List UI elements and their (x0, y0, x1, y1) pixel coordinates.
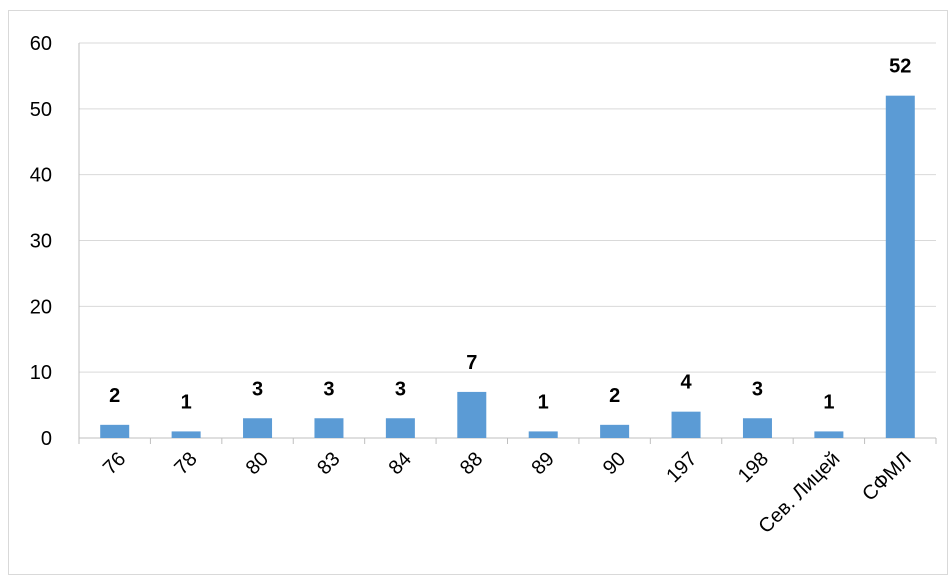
data-label: 1 (181, 391, 192, 413)
x-tick-label: 78 (170, 448, 201, 479)
data-label: 3 (752, 378, 763, 400)
x-tick-label: 197 (662, 448, 701, 487)
data-label: 4 (680, 372, 692, 394)
axes (78, 43, 937, 444)
y-tick-label: 50 (30, 99, 52, 121)
x-tick-label: 89 (527, 448, 558, 479)
x-tick-label: 84 (385, 448, 416, 479)
data-label: 1 (538, 391, 549, 413)
bar (457, 391, 487, 438)
data-label: 1 (823, 391, 834, 413)
data-labels: 2 1 3 3 3 7 1 2 4 3 1 52 (109, 56, 911, 414)
bar (100, 424, 130, 438)
data-label: 7 (466, 352, 477, 374)
y-tick-label: 0 (41, 428, 52, 450)
bar (814, 431, 844, 438)
chart-frame (8, 10, 948, 575)
y-tick-label: 40 (30, 165, 52, 187)
x-tick-label: СФМЛ (858, 448, 916, 506)
bar (314, 418, 344, 438)
x-tick-label: 88 (456, 448, 487, 479)
data-label: 52 (889, 56, 911, 78)
x-tick-label: 80 (242, 448, 273, 479)
bar (671, 411, 701, 438)
bar (742, 418, 772, 438)
data-label: 2 (609, 385, 620, 407)
data-label: 3 (323, 378, 334, 400)
bar (600, 424, 630, 438)
bar (528, 431, 558, 438)
y-tick-label: 30 (30, 231, 52, 253)
data-label: 3 (395, 378, 406, 400)
x-tick-label: 90 (599, 448, 630, 479)
y-tick-label: 20 (30, 296, 52, 318)
gridlines (79, 42, 936, 373)
y-axis-ticks: 0 10 20 30 40 50 60 (30, 33, 52, 450)
y-tick-label: 60 (30, 33, 52, 55)
x-tick-label: 83 (313, 448, 344, 479)
x-tick-label: 198 (734, 448, 773, 487)
bars (100, 95, 915, 439)
data-label: 2 (109, 385, 120, 407)
bar (243, 418, 273, 438)
data-label: 3 (252, 378, 263, 400)
bar (171, 431, 201, 438)
bar (885, 95, 915, 439)
y-tick-label: 10 (30, 362, 52, 384)
x-tick-label: 76 (99, 448, 130, 479)
bar (385, 418, 415, 438)
